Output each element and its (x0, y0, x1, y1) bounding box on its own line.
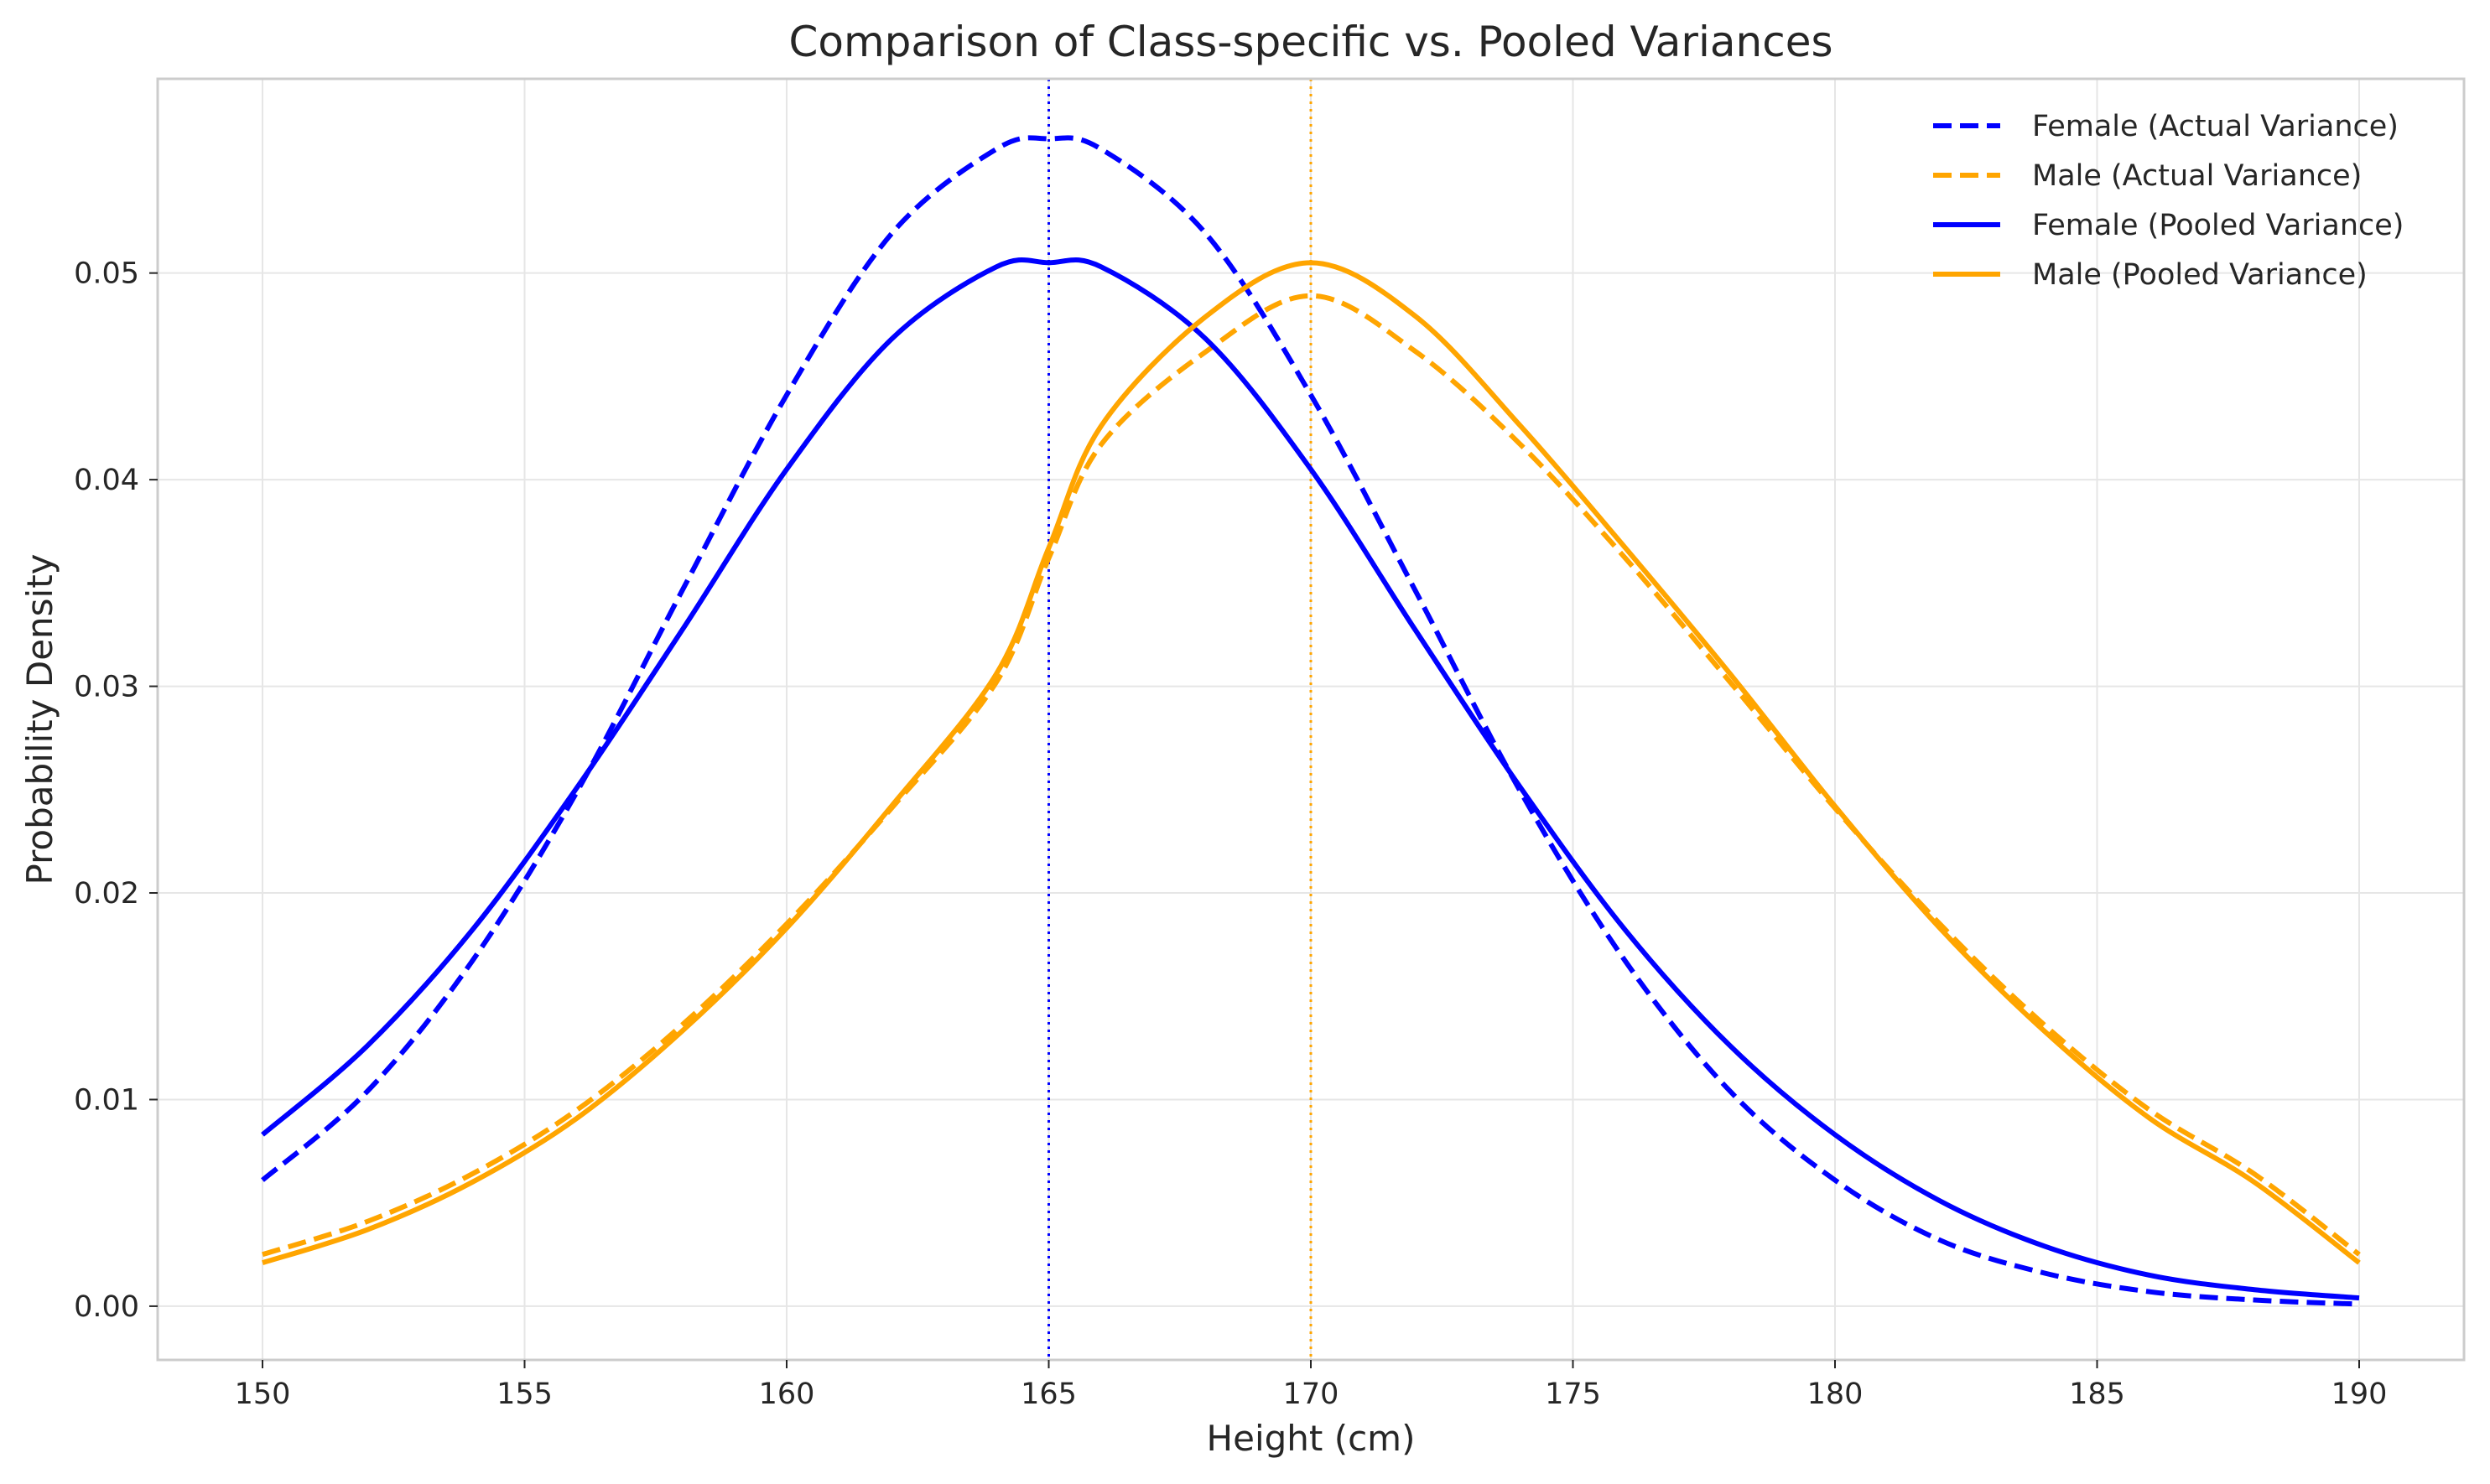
legend-label: Male (Actual Variance) (2032, 159, 2362, 193)
y-tick-label: 0.01 (74, 1083, 139, 1117)
legend: Female (Actual Variance) Male (Actual Var… (1933, 110, 2404, 292)
x-tick-label: 190 (2331, 1378, 2388, 1411)
series-line-female-actual-variance (261, 135, 2360, 1307)
x-axis-label: Height (cm) (1207, 1418, 1416, 1459)
x-tick-label: 160 (759, 1378, 815, 1411)
x-tick-label: 170 (1283, 1378, 1339, 1411)
legend-label: Female (Actual Variance) (2032, 110, 2399, 143)
chart-title: Comparison of Class-specific vs. Pooled … (788, 18, 1832, 66)
y-tick-label: 0.04 (74, 464, 139, 497)
y-tick-label: 0.00 (74, 1290, 139, 1324)
x-tick-label: 185 (2069, 1378, 2125, 1411)
x-tick-label: 175 (1545, 1378, 1601, 1411)
legend-label: Male (Pooled Variance) (2032, 258, 2368, 292)
y-axis-label: Probability Density (19, 553, 60, 885)
y-tick-label: 0.02 (74, 877, 139, 911)
series-line-female-pooled-variance (261, 257, 2360, 1301)
y-tick-label: 0.03 (74, 671, 139, 704)
x-tick-label: 155 (496, 1378, 553, 1411)
x-tick-label: 165 (1021, 1378, 1077, 1411)
legend-label: Female (Pooled Variance) (2032, 209, 2404, 242)
x-tick-label: 180 (1807, 1378, 1864, 1411)
tick-labels: 150 155 160 165 170 175 180 185 190 0.00 0.01 0.02 0… (74, 257, 2387, 1411)
series-line-male-actual-variance (262, 293, 2361, 1258)
x-tick-label: 150 (235, 1378, 291, 1411)
mean-lines (1047, 79, 1313, 1360)
y-tick-label: 0.05 (74, 257, 139, 291)
series-line-male-pooled-variance (262, 260, 2361, 1266)
series-lines (261, 135, 2361, 1307)
